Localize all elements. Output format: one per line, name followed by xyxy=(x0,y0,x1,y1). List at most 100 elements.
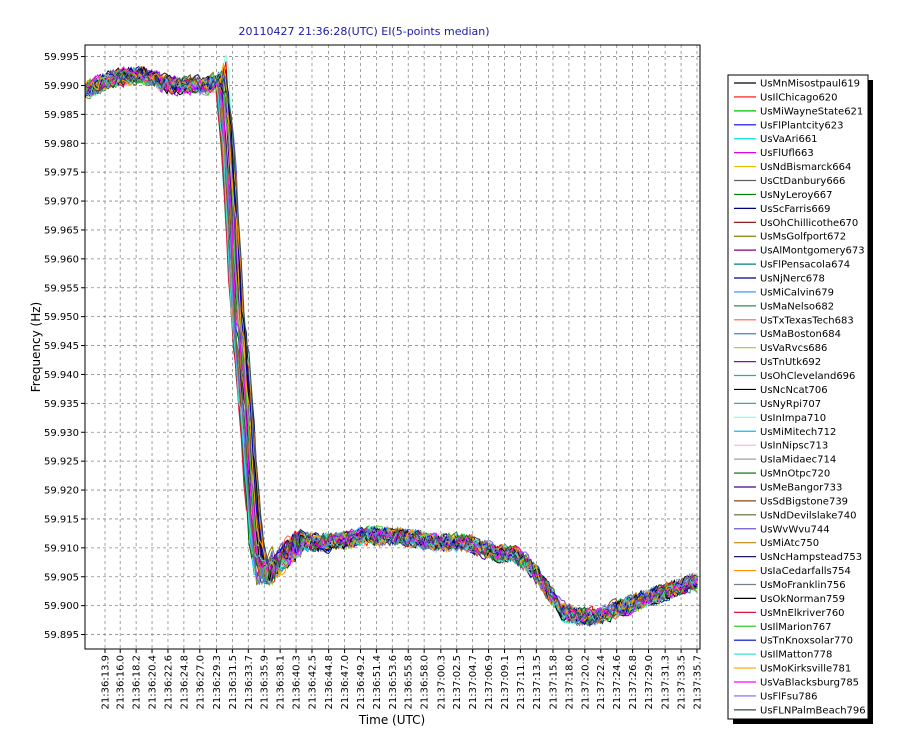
legend-entry: UsMiWayneState621 xyxy=(760,106,863,117)
legend-entry: UsIaMidaec714 xyxy=(760,455,836,466)
legend-entry: UsMaNelso682 xyxy=(760,301,834,312)
x-tick-label: 21:36:58.0 xyxy=(420,655,431,709)
legend-entry: UsAlMontgomery673 xyxy=(760,246,865,257)
x-tick-label: 21:36:18.2 xyxy=(132,655,143,709)
y-tick-label: 59.925 xyxy=(44,457,79,468)
x-tick-label: 21:37:02.5 xyxy=(452,655,463,709)
legend-entry: UsInNipsc713 xyxy=(760,441,828,452)
x-tick-label: 21:37:31.3 xyxy=(661,655,672,709)
chart-title: 20110427 21:36:28(UTC) EI(5-points media… xyxy=(238,25,489,38)
x-tick-label: 21:36:22.6 xyxy=(163,655,174,709)
legend-entry: UsTnKnoxsolar770 xyxy=(760,636,853,647)
legend-entry: UsFlUfl663 xyxy=(760,148,814,159)
x-tick-label: 21:36:27.0 xyxy=(195,655,206,709)
x-tick-label: 21:36:24.8 xyxy=(179,655,190,709)
legend-entry: UsMnElkriver760 xyxy=(760,608,845,619)
x-axis-label: Time (UTC) xyxy=(358,713,425,727)
x-tick-label: 21:37:09.1 xyxy=(500,655,511,709)
x-tick-label: 21:36:16.0 xyxy=(116,655,127,709)
legend-entry: UsMsGolfport672 xyxy=(760,232,846,243)
x-tick-label: 21:36:38.1 xyxy=(276,655,287,709)
legend: UsMnMisostpaul619 UsIlChicago620 UsMiWayne… xyxy=(727,74,873,724)
legend-entry: UsOhCleveland696 xyxy=(760,371,855,382)
x-tick-label: 21:37:11.3 xyxy=(516,655,527,709)
x-axis: 21:36:13.9 21:36:16.0 21:36:18.2 21:36:20.4… xyxy=(101,649,704,709)
legend-entry: UsIlMarion767 xyxy=(760,622,831,633)
y-tick-label: 59.940 xyxy=(44,370,79,381)
legend-entry: UsMnOtpc720 xyxy=(760,469,830,480)
legend-entry: UsSdBigstone739 xyxy=(760,496,848,507)
legend-entry: UsNcHampstead753 xyxy=(760,552,862,563)
y-tick-label: 59.980 xyxy=(44,139,79,150)
legend-entry: UsFlPensacola674 xyxy=(760,260,850,271)
legend-entry: UsIlMatton778 xyxy=(760,650,832,661)
x-tick-label: 21:37:04.7 xyxy=(468,655,479,709)
y-axis-label: Frequency (Hz) xyxy=(29,302,43,393)
legend-entry: UsMiAtc750 xyxy=(760,538,819,549)
y-tick-label: 59.915 xyxy=(44,514,79,525)
legend-entry: UsVaRvcs686 xyxy=(760,343,827,354)
y-tick-label: 59.910 xyxy=(44,543,79,554)
y-tick-label: 59.930 xyxy=(44,428,79,439)
y-tick-label: 59.990 xyxy=(44,81,79,92)
x-tick-label: 21:36:40.3 xyxy=(292,655,303,709)
x-tick-label: 21:36:42.5 xyxy=(307,655,318,709)
grid-lines xyxy=(85,45,700,649)
legend-entry: UsNyLeroy667 xyxy=(760,190,833,201)
series-lines xyxy=(84,54,698,628)
legend-entry: UsFLNPalmBeach796 xyxy=(760,705,866,716)
y-tick-label: 59.900 xyxy=(44,601,79,612)
y-axis: 59.895 59.900 59.905 59.910 59.915 59.920 59.9… xyxy=(44,52,85,641)
y-tick-label: 59.935 xyxy=(44,399,79,410)
x-tick-label: 21:36:49.2 xyxy=(356,655,367,709)
x-tick-label: 21:36:20.4 xyxy=(148,655,159,709)
y-tick-label: 59.905 xyxy=(44,572,79,583)
x-tick-label: 21:36:13.9 xyxy=(101,655,112,709)
y-tick-label: 59.960 xyxy=(44,254,79,265)
legend-entry: UsScFarris669 xyxy=(760,204,830,215)
legend-entry: UsFlFsu786 xyxy=(760,691,817,702)
legend-entry: UsMeBangor733 xyxy=(760,482,842,493)
x-tick-label: 21:37:35.7 xyxy=(693,655,704,709)
legend-entry: UsMaBoston684 xyxy=(760,329,841,340)
legend-entry: UsMnMisostpaul619 xyxy=(760,79,860,90)
x-tick-label: 21:37:20.2 xyxy=(580,655,591,709)
legend-entry: UsCtDanbury666 xyxy=(760,176,845,187)
y-tick-label: 59.965 xyxy=(44,225,79,236)
legend-entry: UsTnUtk692 xyxy=(760,357,821,368)
legend-entry: UsMiCalvin679 xyxy=(760,287,834,298)
legend-entry: UsIaCedarfalls754 xyxy=(760,566,851,577)
y-tick-label: 59.920 xyxy=(44,486,79,497)
series-line xyxy=(84,69,698,625)
legend-entry: UsMiMitech712 xyxy=(760,427,836,438)
legend-entry: UsWvWvu744 xyxy=(760,524,830,535)
x-tick-label: 21:37:29.0 xyxy=(644,655,655,709)
x-tick-label: 21:37:33.5 xyxy=(677,655,688,709)
y-tick-label: 59.975 xyxy=(44,168,79,179)
legend-entry: UsNjNerc678 xyxy=(760,274,825,285)
legend-entry: UsVaBlacksburg785 xyxy=(760,677,859,688)
legend-entry: UsTxTexasTech683 xyxy=(760,315,854,326)
x-tick-label: 21:36:51.4 xyxy=(372,655,383,709)
y-tick-label: 59.895 xyxy=(44,630,79,641)
legend-entry: UsInImpa710 xyxy=(760,413,826,424)
legend-entry: UsNdBismarck664 xyxy=(760,162,851,173)
x-tick-label: 21:37:24.6 xyxy=(612,655,623,709)
x-tick-label: 21:36:29.3 xyxy=(212,655,223,709)
legend-entry: UsNyRpi707 xyxy=(760,399,821,410)
legend-entry: UsOkNorman759 xyxy=(760,594,845,605)
x-tick-label: 21:36:33.7 xyxy=(244,655,255,709)
x-tick-label: 21:36:35.9 xyxy=(260,655,271,709)
x-tick-label: 21:36:44.8 xyxy=(324,655,335,709)
series-line xyxy=(84,66,698,622)
legend-entry: UsVaAri661 xyxy=(760,134,818,145)
legend-entry: UsNdDevilslake740 xyxy=(760,510,856,521)
x-tick-label: 21:37:06.9 xyxy=(484,655,495,709)
y-tick-label: 59.955 xyxy=(44,283,79,294)
legend-entry: UsFlPlantcity623 xyxy=(760,120,843,131)
x-tick-label: 21:36:47.0 xyxy=(340,655,351,709)
legend-entry: UsMoFranklin756 xyxy=(760,580,846,591)
x-tick-label: 21:37:18.0 xyxy=(564,655,575,709)
y-tick-label: 59.945 xyxy=(44,341,79,352)
x-tick-label: 21:37:15.8 xyxy=(548,655,559,709)
